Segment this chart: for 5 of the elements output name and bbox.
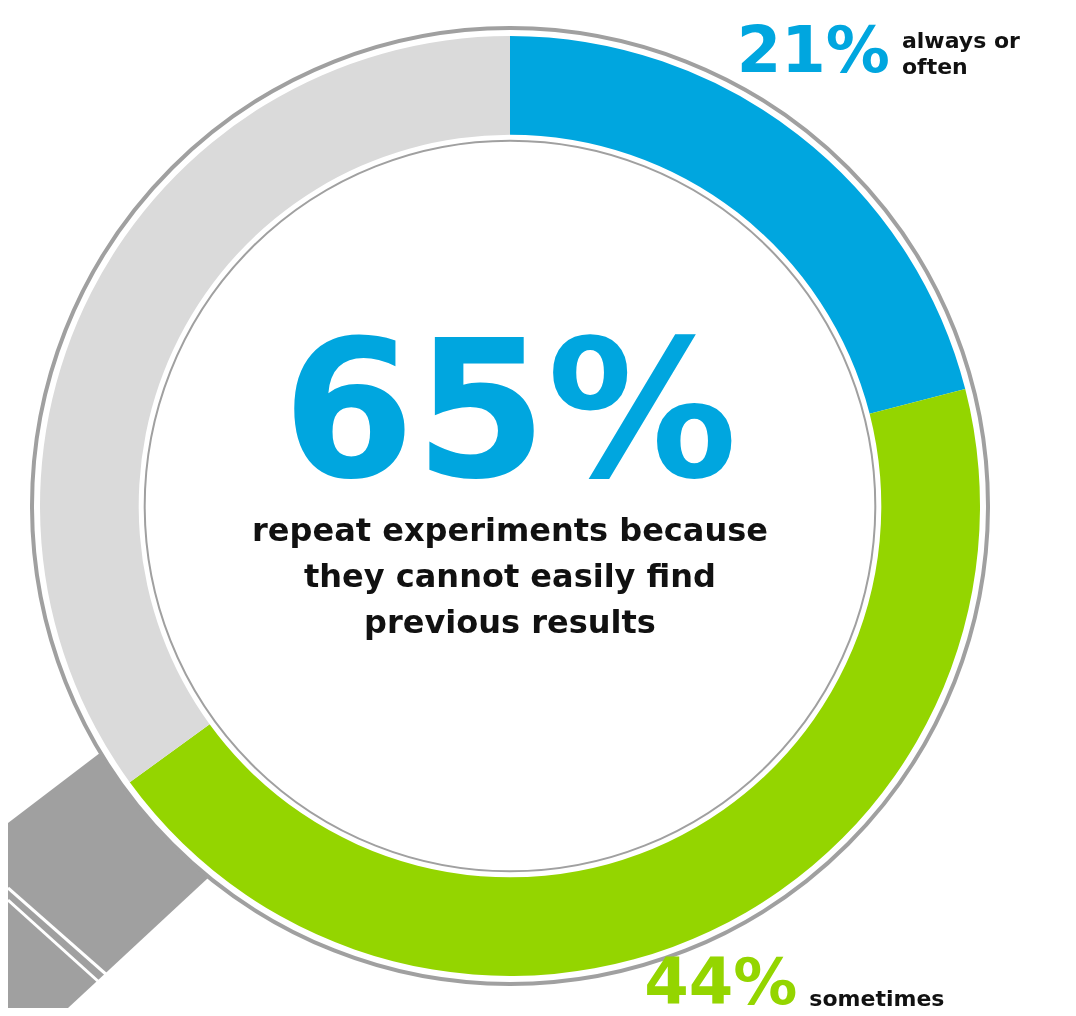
data-label: 44% bbox=[644, 945, 798, 1016]
data-label: 21% bbox=[736, 13, 890, 87]
text: repeat experiments because they cannot easily find previous results bbox=[252, 511, 768, 641]
slice-label: always or often bbox=[901, 28, 1021, 79]
slice-label: sometimes bbox=[809, 986, 945, 1011]
